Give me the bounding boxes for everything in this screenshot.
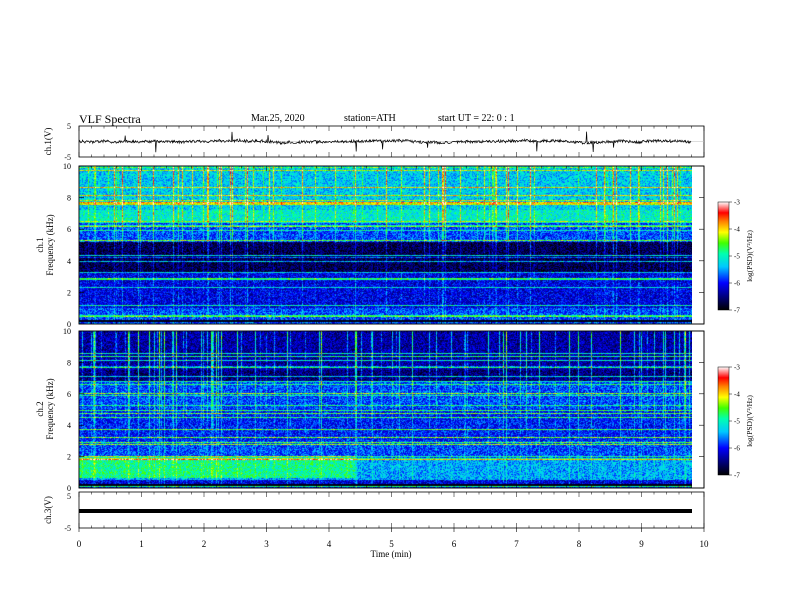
ch2-spectrogram-ylabel-frequency: Frequency (kHz) (45, 378, 55, 439)
cb1-ticks-label-3: -6 (734, 280, 740, 288)
ch1-waveform-line (79, 131, 692, 153)
time-tick-label-6: 6 (452, 539, 457, 549)
ch2-yticks-label-10: 10 (63, 327, 71, 336)
ch3-waveform-ylabel: ch.3(V) (43, 496, 53, 524)
cb1-ticks-label-0: -3 (734, 199, 740, 207)
ch1-yticks-label-6: 6 (67, 225, 71, 234)
ch1-yticks-label-8: 8 (67, 194, 71, 203)
ch2-yticks-label-8: 8 (67, 358, 71, 367)
ch2-spectrogram-ylabel-channel: ch.2 (35, 401, 45, 416)
time-tick-label-4: 4 (327, 539, 332, 549)
time-tick-label-3: 3 (264, 539, 269, 549)
time-tick-label-8: 8 (577, 539, 582, 549)
ch1-yticks-label-2: 2 (67, 288, 71, 297)
ch1-spectrogram-ylabel-frequency: Frequency (kHz) (45, 214, 55, 275)
cb1-ticks-label-2: -5 (734, 253, 740, 261)
time-axis-minor-ticks (78, 126, 705, 528)
ch1-colorbar (717, 201, 730, 311)
station-label: station=ATH (344, 113, 396, 124)
time-tick-label-10: 10 (700, 539, 710, 549)
cb2-ticks-label-3: -6 (734, 445, 740, 453)
ch1-yticks-label-0: 0 (67, 320, 71, 329)
ch2-colorbar-label: log(PSD)(V²/Hz) (745, 395, 754, 447)
ch1-ytick-top: 5 (67, 122, 71, 131)
time-tick-label-5: 5 (389, 539, 394, 549)
ch1-waveform-panel: 5 -5 ch.1(V) (43, 122, 705, 162)
time-tick-label-1: 1 (139, 539, 144, 549)
time-tick-label-0: 0 (77, 539, 82, 549)
ch2-yticks-label-6: 6 (67, 390, 71, 399)
ch3-ytick-bottom: -5 (64, 524, 71, 533)
start-time-label: start UT = 22: 0 : 1 (438, 113, 515, 124)
ch1-spectrogram-ylabel-channel: ch.1 (35, 237, 45, 252)
ch2-yticks-label-2: 2 (67, 453, 71, 462)
ch1-spectrogram-heatmap (79, 166, 692, 324)
ch2-spectrogram-heatmap (79, 331, 692, 488)
cb1-ticks-label-4: -7 (734, 307, 740, 315)
ch2-colorbar (717, 366, 730, 476)
ch2-yticks-label-0: 0 (67, 484, 71, 493)
ch2-spectrogram-yticks: 0 2 4 6 8 10 (63, 327, 704, 493)
ch1-waveform-ylabel: ch.1(V) (43, 128, 53, 156)
time-axis-ticks: 0 1 2 3 4 5 6 7 8 9 10 (77, 528, 709, 549)
ch1-colorbar-label: log(PSD)(V²/Hz) (745, 230, 754, 282)
ch1-yticks-label-4: 4 (67, 257, 71, 266)
ch2-colorbar-ticks: -3 -4 -5 -6 -7 (729, 364, 740, 480)
time-axis-label: Time (min) (371, 549, 412, 559)
cb2-ticks-label-1: -4 (734, 391, 740, 399)
ch1-spectrogram-yticks: 0 2 4 6 8 10 (63, 162, 704, 329)
date-label: Mar.25, 2020 (251, 113, 305, 124)
cb2-ticks-label-0: -3 (734, 364, 740, 372)
ch3-ytick-top: 5 (67, 492, 71, 501)
cb2-ticks-label-4: -7 (734, 472, 740, 480)
ch1-yticks-label-10: 10 (63, 162, 71, 171)
cb2-ticks-label-2: -5 (734, 418, 740, 426)
ch2-yticks-label-4: 4 (67, 421, 71, 430)
ch1-ytick-bottom: -5 (64, 153, 71, 162)
time-tick-label-9: 9 (639, 539, 644, 549)
time-tick-label-7: 7 (514, 539, 519, 549)
ch3-waveform-panel: 5 -5 ch.3(V) 0 1 2 3 4 5 6 7 8 9 10 Time (min) (43, 491, 709, 559)
figure-title: VLF Spectra (79, 112, 141, 126)
ch1-colorbar-ticks: -3 -4 -5 -6 -7 (729, 199, 740, 315)
cb1-ticks-label-1: -4 (734, 226, 740, 234)
time-tick-label-2: 2 (202, 539, 207, 549)
